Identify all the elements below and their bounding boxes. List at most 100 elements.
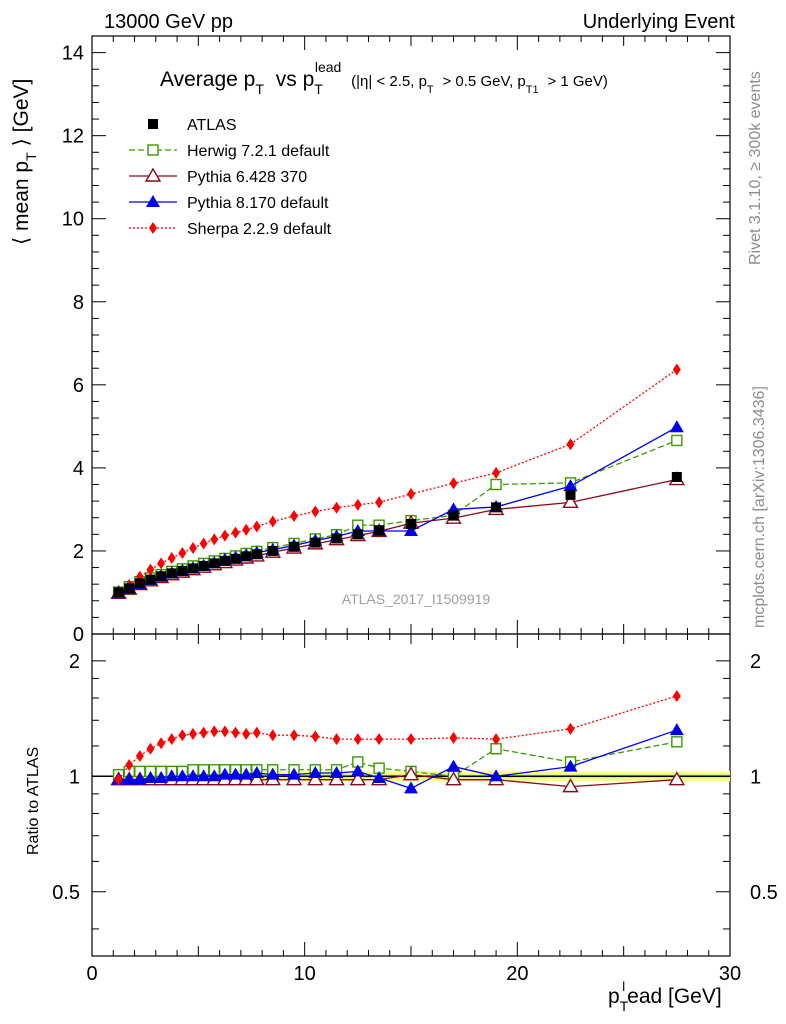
ratio-point-pythia8 — [207, 769, 222, 782]
point-sherpa — [242, 523, 251, 536]
point-pythia6 — [562, 493, 579, 509]
ratio-point-sherpa — [353, 733, 362, 746]
ratio-point-pythia6 — [349, 771, 367, 786]
point-sherpa — [492, 466, 501, 479]
legend-marker-pythia8 — [146, 195, 160, 207]
point-atlas — [251, 549, 262, 560]
point-atlas — [241, 551, 252, 562]
point-atlas — [198, 560, 209, 571]
point-sherpa — [566, 438, 575, 451]
point-sherpa — [210, 533, 219, 546]
point-sherpa — [407, 488, 415, 501]
ratio-point-sherpa — [220, 725, 229, 738]
legend-label-pythia6: Pythia 6.428 370 — [187, 169, 307, 186]
ratio-point-sherpa — [125, 759, 134, 772]
ratio-point-pythia8 — [186, 769, 201, 782]
y-tick-label-main: 6 — [73, 375, 84, 397]
y-tick-label-main: 10 — [62, 209, 84, 231]
ratio-axis-ticks: 0.5 0.51 12 20 10 20 30 — [52, 634, 778, 985]
header-right: Underlying Event — [583, 11, 736, 33]
ratio-point-pythia8 — [154, 770, 169, 783]
y-tick-label-main: 2 — [73, 541, 84, 563]
point-sherpa — [449, 477, 458, 490]
point-atlas — [166, 568, 177, 579]
point-pythia8 — [669, 420, 684, 433]
legend: ATLAS Herwig 7.2.1 default Pythia 6.428 37… — [129, 117, 332, 238]
ratio-point-pythia8 — [143, 770, 158, 783]
point-atlas — [671, 472, 682, 483]
ratio-point-pythia6 — [248, 771, 266, 786]
ratio-point-pythia8 — [122, 772, 137, 785]
ratio-point-sherpa — [178, 729, 187, 742]
ratio-point-pythia6 — [402, 766, 420, 781]
header-left: 13000 GeV pp — [104, 11, 233, 33]
point-sherpa — [252, 520, 261, 533]
y-tick-label-ratio-right: 1 — [750, 766, 761, 788]
point-herwig — [490, 478, 502, 491]
ratio-plot-frame — [91, 633, 731, 957]
point-atlas — [230, 553, 241, 564]
legend-marker-herwig — [147, 144, 159, 156]
point-sherpa — [268, 515, 277, 528]
ratio-point-pythia8 — [350, 764, 365, 777]
point-sherpa — [311, 505, 320, 518]
ratio-point-sherpa — [672, 689, 681, 702]
ratio-point-sherpa — [114, 773, 123, 786]
legend-marker-sherpa — [149, 222, 157, 234]
y-axis-label-ratio: Ratio to ATLAS — [25, 747, 42, 855]
point-atlas — [145, 574, 156, 585]
ratio-point-pythia6 — [668, 771, 686, 786]
ratio-point-sherpa — [210, 725, 219, 738]
plot-title: Average pT vs pTlead (|η| < 2.5, pT > 0.… — [160, 54, 608, 99]
ratio-point-pythia8 — [372, 770, 387, 783]
point-atlas — [134, 578, 145, 589]
point-sherpa — [157, 557, 166, 570]
legend-marker-atlas — [148, 119, 158, 129]
ratio-point-pythia8 — [239, 767, 254, 780]
ratio-point-herwig — [490, 743, 502, 755]
y-tick-label-ratio: 1 — [69, 766, 80, 788]
ratio-point-pythia8 — [249, 766, 264, 779]
point-sherpa — [332, 501, 341, 514]
ratio-point-sherpa — [290, 729, 299, 742]
point-sherpa — [178, 547, 187, 560]
point-sherpa — [146, 563, 155, 576]
point-atlas — [156, 571, 167, 582]
point-atlas — [310, 537, 321, 548]
ratio-point-pythia8 — [265, 767, 280, 780]
legend-label-herwig: Herwig 7.2.1 default — [187, 143, 330, 160]
y-tick-label-main: 4 — [73, 458, 84, 480]
legend-label-pythia8: Pythia 8.170 default — [187, 195, 329, 212]
point-pythia8 — [563, 479, 578, 492]
point-sherpa — [220, 529, 229, 542]
point-atlas — [331, 533, 342, 544]
legend-marker-pythia6 — [144, 167, 162, 182]
point-sherpa — [672, 363, 681, 376]
ratio-point-sherpa — [407, 733, 415, 746]
point-atlas — [289, 541, 300, 552]
ratio-point-sherpa — [199, 726, 208, 739]
ratio-point-sherpa — [311, 730, 320, 743]
ratio-point-sherpa — [242, 727, 251, 740]
ratio-point-sherpa — [566, 722, 575, 735]
ratio-point-pythia6 — [445, 771, 462, 786]
point-sherpa — [199, 537, 208, 550]
ratio-point-pythia8 — [217, 767, 232, 780]
point-atlas — [177, 565, 188, 576]
ratio-point-pythia8 — [404, 781, 418, 794]
y-tick-label-main: 14 — [62, 43, 84, 65]
ratio-point-pythia8 — [132, 772, 147, 785]
ratio-point-sherpa — [332, 733, 341, 746]
ratio-point-pythia8 — [164, 769, 179, 782]
series-line-pythia6 — [118, 478, 677, 594]
ratio-point-sherpa — [449, 731, 458, 744]
point-atlas — [352, 529, 363, 540]
point-atlas — [565, 489, 576, 500]
point-atlas — [374, 525, 385, 536]
point-atlas — [113, 587, 124, 598]
legend-label-sherpa: Sherpa 2.2.9 default — [187, 221, 332, 238]
ratio-point-sherpa — [157, 737, 166, 750]
main-series-group — [110, 363, 686, 600]
point-atlas — [219, 555, 230, 566]
